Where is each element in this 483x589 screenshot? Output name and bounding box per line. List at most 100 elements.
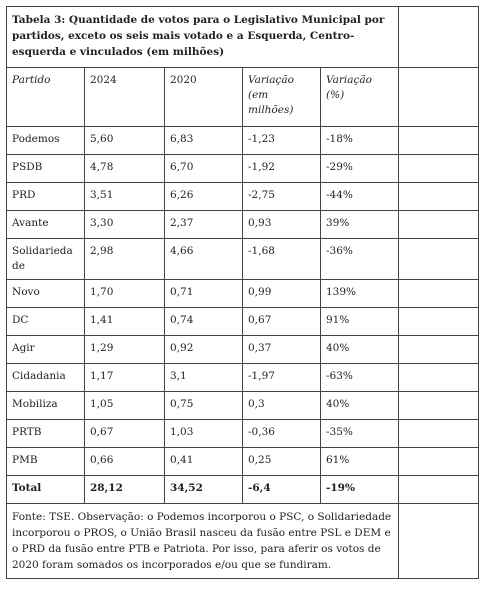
table-cell: -1,23 — [242, 126, 321, 155]
table-cell: 3,51 — [84, 182, 165, 211]
table-cell: 0,37 — [242, 335, 321, 364]
table-cell: -18% — [320, 126, 399, 155]
data-row: PSDB 4,78 6,70 -1,92 -29% — [6, 154, 479, 183]
data-row: PRD 3,51 6,26 -2,75 -44% — [6, 182, 479, 211]
empty-cell — [398, 6, 479, 68]
table-body: Tabela 3: Quantidade de votos para o Leg… — [6, 6, 479, 579]
table-title: Tabela 3: Quantidade de votos para o Leg… — [6, 6, 399, 68]
table-cell: 0,3 — [242, 391, 321, 420]
data-row: Avante 3,30 2,37 0,93 39% — [6, 210, 479, 239]
table-cell: 5,60 — [84, 126, 165, 155]
table-cell: -1,68 — [242, 238, 321, 280]
table-cell: -6,4 — [242, 475, 321, 504]
data-row: Podemos 5,60 6,83 -1,23 -18% — [6, 126, 479, 155]
table-cell: 40% — [320, 391, 399, 420]
header-row: Partido 2024 2020 Variação (em milhões) Vari… — [6, 67, 479, 127]
table-cell: DC — [6, 307, 85, 336]
table-cell: Podemos — [6, 126, 85, 155]
table-cell: 39% — [320, 210, 399, 239]
table-cell: Variação (%) — [320, 67, 399, 127]
table-cell: 0,92 — [164, 335, 243, 364]
table-cell: 4,78 — [84, 154, 165, 183]
data-row: Novo 1,70 0,71 0,99 139% — [6, 279, 479, 308]
table-cell: 0,74 — [164, 307, 243, 336]
table-cell: 91% — [320, 307, 399, 336]
table-cell: 1,29 — [84, 335, 165, 364]
table-cell: -63% — [320, 363, 399, 392]
empty-cell — [398, 210, 479, 239]
table-cell: -0,36 — [242, 419, 321, 448]
table-cell: 0,41 — [164, 447, 243, 476]
table-cell: 2,37 — [164, 210, 243, 239]
empty-cell — [398, 335, 479, 364]
table-cell: 3,30 — [84, 210, 165, 239]
table-cell: Cidadania — [6, 363, 85, 392]
table-cell: 2024 — [84, 67, 165, 127]
table-cell: 40% — [320, 335, 399, 364]
table-cell: Agir — [6, 335, 85, 364]
table-cell: 1,03 — [164, 419, 243, 448]
empty-cell — [398, 391, 479, 420]
empty-cell — [398, 238, 479, 280]
table-cell: -35% — [320, 419, 399, 448]
table-cell: Novo — [6, 279, 85, 308]
table-cell: 0,93 — [242, 210, 321, 239]
table-cell: Total — [6, 475, 85, 504]
table-cell: 2020 — [164, 67, 243, 127]
table-cell: 1,17 — [84, 363, 165, 392]
table-cell: PMB — [6, 447, 85, 476]
table-cell: 0,66 — [84, 447, 165, 476]
data-row: Cidadania 1,17 3,1 -1,97 -63% — [6, 363, 479, 392]
empty-cell — [398, 126, 479, 155]
table-cell: 139% — [320, 279, 399, 308]
table-cell: Partido — [6, 67, 85, 127]
empty-cell — [398, 67, 479, 127]
table-cell: Solidariedade — [6, 238, 85, 280]
table-cell: 0,67 — [242, 307, 321, 336]
table-cell: 61% — [320, 447, 399, 476]
table-cell: -44% — [320, 182, 399, 211]
data-row: Agir 1,29 0,92 0,37 40% — [6, 335, 479, 364]
table-cell: 1,70 — [84, 279, 165, 308]
empty-cell — [398, 503, 479, 579]
table-cell: 34,52 — [164, 475, 243, 504]
table-cell: 0,25 — [242, 447, 321, 476]
table-cell: -19% — [320, 475, 399, 504]
data-row: PMB 0,66 0,41 0,25 61% — [6, 447, 479, 476]
table-cell: PRTB — [6, 419, 85, 448]
empty-cell — [398, 307, 479, 336]
table-cell: 6,83 — [164, 126, 243, 155]
empty-cell — [398, 419, 479, 448]
data-row: Solidariedade 2,98 4,66 -1,68 -36% — [6, 238, 479, 280]
data-row: PRTB 0,67 1,03 -0,36 -35% — [6, 419, 479, 448]
table-cell: 3,1 — [164, 363, 243, 392]
table-cell: PSDB — [6, 154, 85, 183]
footnote: Fonte: TSE. Observação: o Podemos incorp… — [6, 503, 399, 579]
table-cell: Variação (em milhões) — [242, 67, 321, 127]
votes-table: Tabela 3: Quantidade de votos para o Leg… — [6, 6, 479, 579]
table-cell: Mobiliza — [6, 391, 85, 420]
table-cell: 0,71 — [164, 279, 243, 308]
data-row: DC 1,41 0,74 0,67 91% — [6, 307, 479, 336]
title-row: Tabela 3: Quantidade de votos para o Leg… — [6, 6, 479, 68]
empty-cell — [398, 475, 479, 504]
table-cell: Avante — [6, 210, 85, 239]
table-cell: 1,05 — [84, 391, 165, 420]
footnote-row: Fonte: TSE. Observação: o Podemos incorp… — [6, 503, 479, 579]
empty-cell — [398, 363, 479, 392]
table-cell: 6,70 — [164, 154, 243, 183]
empty-cell — [398, 154, 479, 183]
table-cell: 1,41 — [84, 307, 165, 336]
total-row: Total 28,12 34,52 -6,4 -19% — [6, 475, 479, 504]
empty-cell — [398, 279, 479, 308]
table-cell: 28,12 — [84, 475, 165, 504]
table-cell: -2,75 — [242, 182, 321, 211]
table-cell: -29% — [320, 154, 399, 183]
table-cell: 6,26 — [164, 182, 243, 211]
table-cell: 0,67 — [84, 419, 165, 448]
table-cell: 2,98 — [84, 238, 165, 280]
table-cell: 0,99 — [242, 279, 321, 308]
empty-cell — [398, 182, 479, 211]
table-cell: PRD — [6, 182, 85, 211]
